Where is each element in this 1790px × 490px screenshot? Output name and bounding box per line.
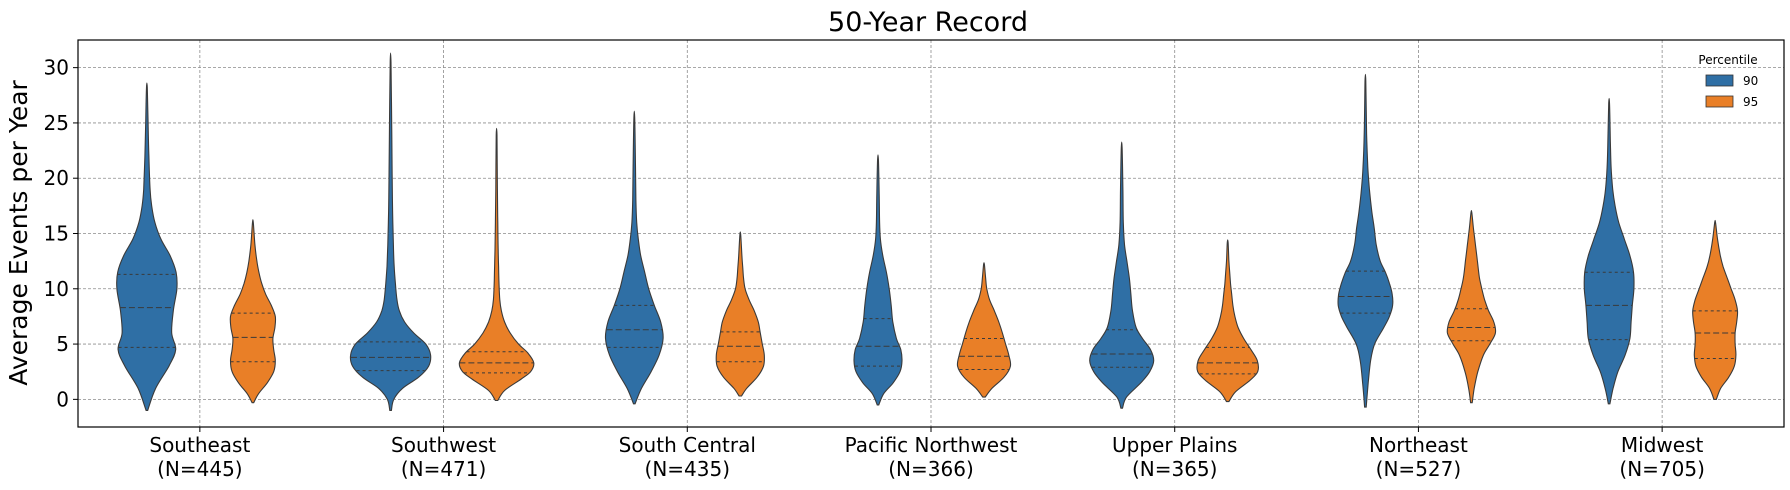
violin-body — [1337, 73, 1394, 408]
violin-body — [715, 231, 766, 397]
violin-95-5 — [1446, 210, 1497, 404]
violin-95-4 — [1196, 239, 1259, 403]
legend-swatch-90 — [1705, 74, 1734, 87]
violin-body — [349, 52, 432, 411]
violin-90-1 — [349, 52, 432, 411]
x-tick-count: (N=471) — [401, 457, 487, 481]
violins — [116, 52, 1739, 411]
violin-90-0 — [116, 82, 178, 411]
violin-body — [604, 110, 664, 405]
violin-body — [1196, 239, 1259, 403]
x-tick-label: Southeast — [149, 433, 250, 457]
violin-95-3 — [956, 262, 1012, 398]
y-axis: 0 5 10 15 20 25 30 — [44, 56, 78, 411]
x-tick-label: Southwest — [391, 433, 496, 457]
y-tick-label: 5 — [56, 332, 69, 356]
violin-body — [229, 219, 277, 404]
x-tick-label: South Central — [619, 433, 756, 457]
grid-lines — [78, 40, 1784, 427]
x-tick-count: (N=445) — [157, 457, 243, 481]
violin-90-6 — [1583, 97, 1635, 405]
violin-95-2 — [715, 231, 766, 397]
y-tick-label: 25 — [44, 111, 69, 135]
violin-body — [853, 154, 903, 406]
violin-90-2 — [604, 110, 664, 405]
violin-90-4 — [1089, 141, 1155, 409]
violin-body — [1089, 141, 1155, 409]
y-tick-label: 20 — [44, 166, 69, 190]
x-tick-label: Northeast — [1369, 433, 1468, 457]
violin-body — [1692, 219, 1739, 400]
legend: Percentile 90 95 — [1698, 53, 1758, 109]
violin-body — [1446, 210, 1497, 404]
y-tick-label: 10 — [44, 277, 69, 301]
x-tick-label: Pacific Northwest — [845, 433, 1018, 457]
violin-body — [458, 127, 535, 402]
y-axis-label: Average Events per Year — [4, 79, 33, 385]
violin-90-3 — [853, 154, 903, 406]
x-tick-count: (N=435) — [645, 457, 731, 481]
x-tick-count: (N=365) — [1132, 457, 1218, 481]
x-tick-count: (N=705) — [1619, 457, 1705, 481]
y-tick-label: 30 — [44, 56, 69, 80]
x-tick-label: Midwest — [1621, 433, 1704, 457]
y-tick-label: 0 — [56, 387, 69, 411]
violin-90-5 — [1337, 73, 1394, 408]
chart-title: 50-Year Record — [828, 7, 1028, 38]
violin-95-1 — [458, 127, 535, 402]
violin-body — [116, 82, 178, 411]
violin-95-6 — [1692, 219, 1739, 400]
violin-body — [956, 262, 1012, 398]
x-tick-label: Upper Plains — [1112, 433, 1237, 457]
x-tick-count: (N=366) — [888, 457, 974, 481]
x-tick-count: (N=527) — [1376, 457, 1462, 481]
legend-swatch-95 — [1705, 95, 1734, 108]
x-axis: Southeast(N=445) Southwest(N=471) South Ce… — [149, 427, 1705, 481]
legend-label-90: 90 — [1743, 74, 1758, 88]
y-tick-label: 15 — [44, 222, 69, 246]
violin-body — [1583, 97, 1635, 405]
legend-label-95: 95 — [1743, 95, 1758, 109]
legend-title: Percentile — [1698, 53, 1757, 67]
violin-95-0 — [229, 219, 277, 404]
